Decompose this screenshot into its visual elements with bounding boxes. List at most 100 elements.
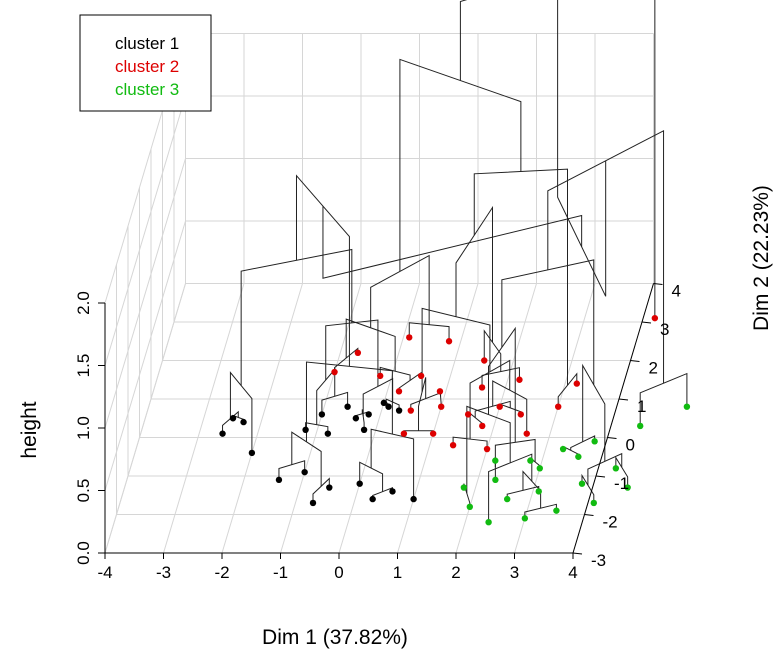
y-tick-label: 4 — [672, 282, 681, 301]
y-axis-line — [572, 283, 654, 554]
data-point — [400, 430, 408, 437]
data-point — [624, 484, 631, 491]
legend-entry-cluster-3: cluster 3 — [115, 80, 179, 99]
x-tick-label: -1 — [273, 563, 288, 582]
data-point — [590, 499, 597, 507]
data-point — [535, 488, 542, 495]
data-point — [492, 476, 499, 484]
grid-line — [163, 283, 245, 554]
tree-link — [459, 0, 656, 319]
tree-link — [316, 368, 336, 425]
data-point — [578, 480, 586, 487]
grid-line — [338, 283, 420, 554]
data-point — [466, 503, 473, 510]
z-tick-label: 1.0 — [74, 416, 93, 440]
data-point — [483, 445, 491, 453]
y-tick — [641, 321, 652, 324]
grid-line — [514, 283, 596, 554]
x-tick-label: -3 — [156, 563, 171, 582]
x-tick-label: 3 — [510, 563, 519, 582]
data-point — [485, 519, 492, 526]
data-point — [369, 495, 376, 503]
data-point — [445, 338, 453, 345]
legend-entry-cluster-2: cluster 2 — [115, 57, 179, 76]
data-point — [575, 453, 582, 460]
data-point — [523, 430, 530, 437]
grid-line — [104, 95, 186, 366]
grid-line — [221, 283, 303, 554]
data-point — [591, 438, 598, 445]
data-point — [559, 445, 567, 453]
y-tick-label: -2 — [603, 513, 618, 532]
x-tick-label: 1 — [393, 563, 402, 582]
grid — [104, 33, 654, 554]
y-tick-label: 0 — [626, 436, 635, 455]
y-tick-label: 1 — [637, 397, 646, 416]
data-point — [429, 430, 437, 437]
data-point — [555, 403, 562, 410]
data-point — [377, 372, 384, 380]
tree-link — [473, 168, 568, 386]
data-point — [492, 457, 499, 464]
data-point — [438, 403, 445, 410]
data-point — [517, 411, 524, 418]
tree-link — [305, 422, 329, 434]
data-point — [410, 495, 417, 503]
x-axis-label: Dim 1 (37.82%) — [262, 626, 408, 649]
grid-line — [104, 283, 186, 554]
data-point — [395, 388, 403, 395]
data-point — [449, 442, 457, 449]
data-point — [309, 499, 317, 507]
data-point — [478, 384, 486, 391]
data-point — [318, 411, 326, 418]
data-points — [219, 314, 691, 526]
data-point — [275, 476, 283, 484]
legend: cluster 1 cluster 2 cluster 3 — [79, 14, 212, 112]
data-point — [481, 357, 488, 364]
tree-link — [557, 0, 607, 297]
data-point — [356, 480, 363, 487]
data-point — [324, 430, 332, 437]
x-tick-label: 4 — [568, 563, 577, 582]
tree-link — [399, 58, 522, 272]
data-point — [464, 411, 472, 418]
legend-box — [79, 14, 212, 112]
y-tick — [595, 475, 606, 478]
grid-line — [104, 220, 186, 491]
data-point — [521, 515, 529, 522]
tree-link — [403, 430, 434, 434]
data-point — [407, 407, 414, 414]
y-tick-label: -1 — [614, 474, 629, 493]
data-point — [301, 468, 308, 476]
data-point — [406, 334, 413, 341]
data-point — [360, 426, 368, 433]
tree-link — [469, 359, 511, 440]
y-tick-label: 2 — [649, 359, 658, 378]
data-point — [385, 403, 392, 410]
data-point — [302, 426, 309, 433]
data-point — [516, 376, 523, 383]
y-tick-label: -3 — [591, 551, 606, 570]
data-point — [637, 422, 644, 430]
z-tick-label: 2.0 — [74, 291, 93, 315]
grid-line — [104, 158, 186, 429]
data-point — [436, 388, 444, 395]
z-tick-label: 0.0 — [74, 541, 93, 565]
data-point — [344, 403, 351, 410]
z-tick-label: 0.5 — [74, 479, 93, 503]
tree-link — [421, 307, 491, 392]
data-point — [229, 415, 237, 422]
data-point — [479, 422, 486, 430]
z-axis-label: height — [18, 401, 41, 458]
tree-link — [322, 206, 583, 279]
data-point — [536, 465, 543, 472]
x-tick-label: -2 — [214, 563, 229, 582]
x-tick-label: -4 — [97, 563, 112, 582]
data-point — [352, 415, 360, 422]
y-tick — [607, 437, 617, 439]
data-point — [240, 418, 247, 426]
data-point — [496, 403, 503, 410]
data-point — [365, 411, 372, 418]
grid-line — [397, 283, 479, 554]
